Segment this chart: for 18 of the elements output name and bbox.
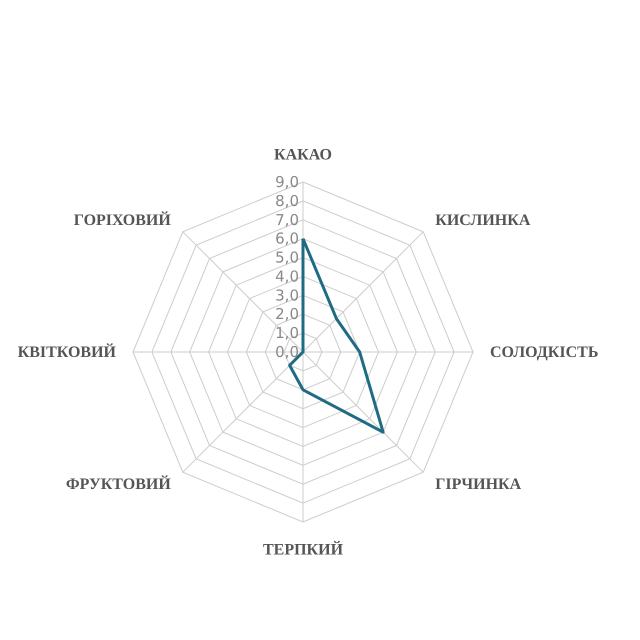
- spoke-label: КАКАО: [274, 146, 332, 164]
- spoke-label: ФРУКТОВИЙ: [66, 475, 172, 494]
- y-tick-label: 2,0: [275, 305, 299, 324]
- y-tick-label: 0,0: [275, 343, 299, 361]
- y-tick-label: 4,0: [275, 267, 299, 286]
- spoke-label: СОЛОДКІСТЬ: [490, 344, 598, 361]
- spoke-label: КИСЛИНКА: [435, 212, 531, 229]
- spoke-label: КВІТКОВИЙ: [18, 343, 117, 361]
- y-tick-label: 3,0: [275, 286, 299, 304]
- spoke-label: ГІРЧИНКА: [435, 476, 522, 494]
- y-tick-label: 1,0: [275, 324, 299, 342]
- y-tick-label: 7,0: [275, 210, 299, 229]
- spoke-label: ТЕРПКИЙ: [262, 540, 344, 558]
- y-tick-label: 5,0: [275, 248, 299, 267]
- y-tick-label: 9,0: [275, 173, 299, 191]
- y-tick-label: 6,0: [275, 230, 299, 248]
- spoke-label: ГОРІХОВИЙ: [74, 210, 172, 229]
- y-tick-label: 8,0: [275, 192, 299, 210]
